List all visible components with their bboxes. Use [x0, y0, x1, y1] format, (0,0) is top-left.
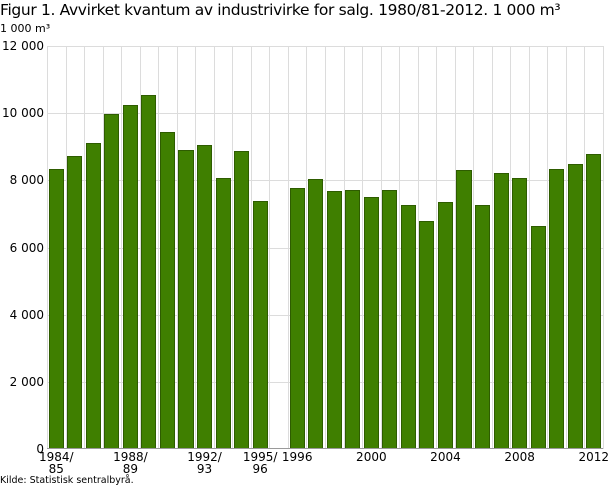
y-tick-label: 12 000	[2, 39, 44, 53]
bar[interactable]	[289, 188, 305, 449]
gridline-vertical	[603, 46, 604, 449]
gridline-vertical	[362, 46, 363, 449]
gridline-vertical	[47, 46, 48, 449]
bar[interactable]	[567, 163, 583, 449]
y-tick-label: 8 000	[9, 173, 44, 188]
gridline-vertical	[344, 46, 345, 449]
x-tick-label: 2004	[430, 450, 461, 464]
gridline-vertical	[547, 46, 548, 449]
bar[interactable]	[363, 197, 379, 449]
bar[interactable]	[48, 169, 64, 449]
gridline-vertical	[214, 46, 215, 449]
y-tick-label: 6 000	[9, 240, 44, 255]
gridline-vertical	[381, 46, 382, 449]
bar[interactable]	[308, 179, 324, 449]
x-tick-label: 1988/89	[113, 450, 148, 476]
gridline-vertical	[473, 46, 474, 449]
bar[interactable]	[141, 95, 157, 449]
gridline-vertical	[529, 46, 530, 449]
gridline-vertical	[455, 46, 456, 449]
bar[interactable]	[122, 105, 138, 449]
y-tick-label: 2 000	[9, 374, 44, 389]
y-tick-label: 0	[36, 442, 44, 456]
x-tick-label: 1996	[281, 450, 313, 464]
gridline-vertical	[66, 46, 67, 449]
chart-title: Figur 1. Avvirket kvantum av industrivir…	[0, 1, 561, 19]
bar[interactable]	[159, 131, 175, 449]
bar[interactable]	[215, 178, 231, 449]
bar[interactable]	[419, 220, 435, 449]
gridline-vertical	[492, 46, 493, 449]
gridline-vertical	[195, 46, 196, 449]
x-tick-label: 2000	[356, 450, 387, 464]
gridline-vertical	[584, 46, 585, 449]
plot-area	[47, 46, 604, 449]
x-tick-label: 2008	[504, 450, 535, 464]
gridline-vertical	[269, 46, 270, 449]
bar[interactable]	[493, 173, 509, 449]
gridline-vertical	[84, 46, 85, 449]
gridline-vertical	[306, 46, 307, 449]
bar[interactable]	[437, 201, 453, 449]
x-tick-label: 2012	[578, 450, 609, 464]
bar[interactable]	[549, 169, 565, 449]
bar[interactable]	[345, 190, 361, 449]
bar[interactable]	[382, 190, 398, 449]
bar[interactable]	[512, 177, 528, 449]
bar[interactable]	[178, 150, 194, 449]
bar[interactable]	[530, 226, 546, 449]
gridline-vertical	[232, 46, 233, 449]
x-tick-label: 1995/96	[242, 450, 278, 476]
y-tick-label: 4 000	[9, 307, 44, 322]
gridline-vertical	[418, 46, 419, 449]
y-axis-unit: 1 000 m³	[0, 22, 51, 35]
bar[interactable]	[326, 191, 342, 449]
x-axis-line	[47, 448, 603, 449]
gridline-vertical	[399, 46, 400, 449]
bar[interactable]	[586, 153, 602, 449]
gridline-vertical	[103, 46, 104, 449]
x-tick-label: 1984/85	[38, 450, 74, 476]
x-tick-label: 1992/93	[187, 450, 222, 476]
gridline-vertical	[436, 46, 437, 449]
gridline-vertical	[177, 46, 178, 449]
bar[interactable]	[475, 204, 491, 449]
bar[interactable]	[400, 204, 416, 449]
gridline-vertical	[566, 46, 567, 449]
gridline-vertical	[510, 46, 511, 449]
bar[interactable]	[85, 143, 101, 449]
gridline-vertical	[121, 46, 122, 449]
bar[interactable]	[234, 150, 250, 449]
bar[interactable]	[456, 170, 472, 449]
gridline-vertical	[158, 46, 159, 449]
gridline-vertical	[140, 46, 141, 449]
bar[interactable]	[252, 200, 268, 449]
bar[interactable]	[104, 114, 120, 449]
gridline-vertical	[251, 46, 252, 449]
gridline-vertical	[288, 46, 289, 449]
y-tick-label: 10 000	[2, 106, 44, 121]
gridline-vertical	[325, 46, 326, 449]
bar[interactable]	[197, 145, 213, 449]
bar[interactable]	[67, 156, 83, 449]
source-note: Kilde: Statistisk sentralbyrå.	[0, 475, 134, 486]
